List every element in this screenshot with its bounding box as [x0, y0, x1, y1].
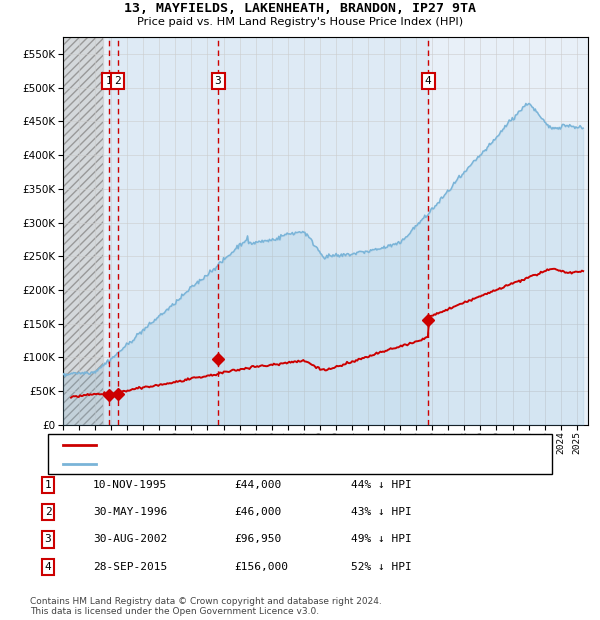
Text: £44,000: £44,000	[234, 480, 281, 490]
Bar	[63, 37, 103, 425]
Text: 30-AUG-2002: 30-AUG-2002	[93, 534, 167, 544]
Text: 4: 4	[425, 76, 431, 86]
Text: £156,000: £156,000	[234, 562, 288, 572]
Bar	[63, 37, 103, 425]
Text: Contains HM Land Registry data © Crown copyright and database right 2024.: Contains HM Land Registry data © Crown c…	[30, 597, 382, 606]
Text: 44% ↓ HPI: 44% ↓ HPI	[351, 480, 412, 490]
Text: 1: 1	[44, 480, 52, 490]
Text: 13, MAYFIELDS, LAKENHEATH, BRANDON, IP27 9TA (detached house): 13, MAYFIELDS, LAKENHEATH, BRANDON, IP27…	[102, 440, 483, 450]
Text: 28-SEP-2015: 28-SEP-2015	[93, 562, 167, 572]
Text: This data is licensed under the Open Government Licence v3.0.: This data is licensed under the Open Gov…	[30, 607, 319, 616]
Text: 30-MAY-1996: 30-MAY-1996	[93, 507, 167, 517]
Text: HPI: Average price, detached house, West Suffolk: HPI: Average price, detached house, West…	[102, 459, 402, 469]
Text: Price paid vs. HM Land Registry's House Price Index (HPI): Price paid vs. HM Land Registry's House …	[137, 17, 463, 27]
Text: 2: 2	[44, 507, 52, 517]
Bar	[109, 37, 428, 425]
Text: 3: 3	[44, 534, 52, 544]
Text: 10-NOV-1995: 10-NOV-1995	[93, 480, 167, 490]
Text: 3: 3	[215, 76, 221, 86]
Text: 52% ↓ HPI: 52% ↓ HPI	[351, 562, 412, 572]
Text: 1: 1	[106, 76, 112, 86]
Text: 49% ↓ HPI: 49% ↓ HPI	[351, 534, 412, 544]
Text: 43% ↓ HPI: 43% ↓ HPI	[351, 507, 412, 517]
Text: 4: 4	[44, 562, 52, 572]
Text: 2: 2	[115, 76, 121, 86]
Text: £96,950: £96,950	[234, 534, 281, 544]
Text: £46,000: £46,000	[234, 507, 281, 517]
Text: 13, MAYFIELDS, LAKENHEATH, BRANDON, IP27 9TA: 13, MAYFIELDS, LAKENHEATH, BRANDON, IP27…	[124, 2, 476, 15]
